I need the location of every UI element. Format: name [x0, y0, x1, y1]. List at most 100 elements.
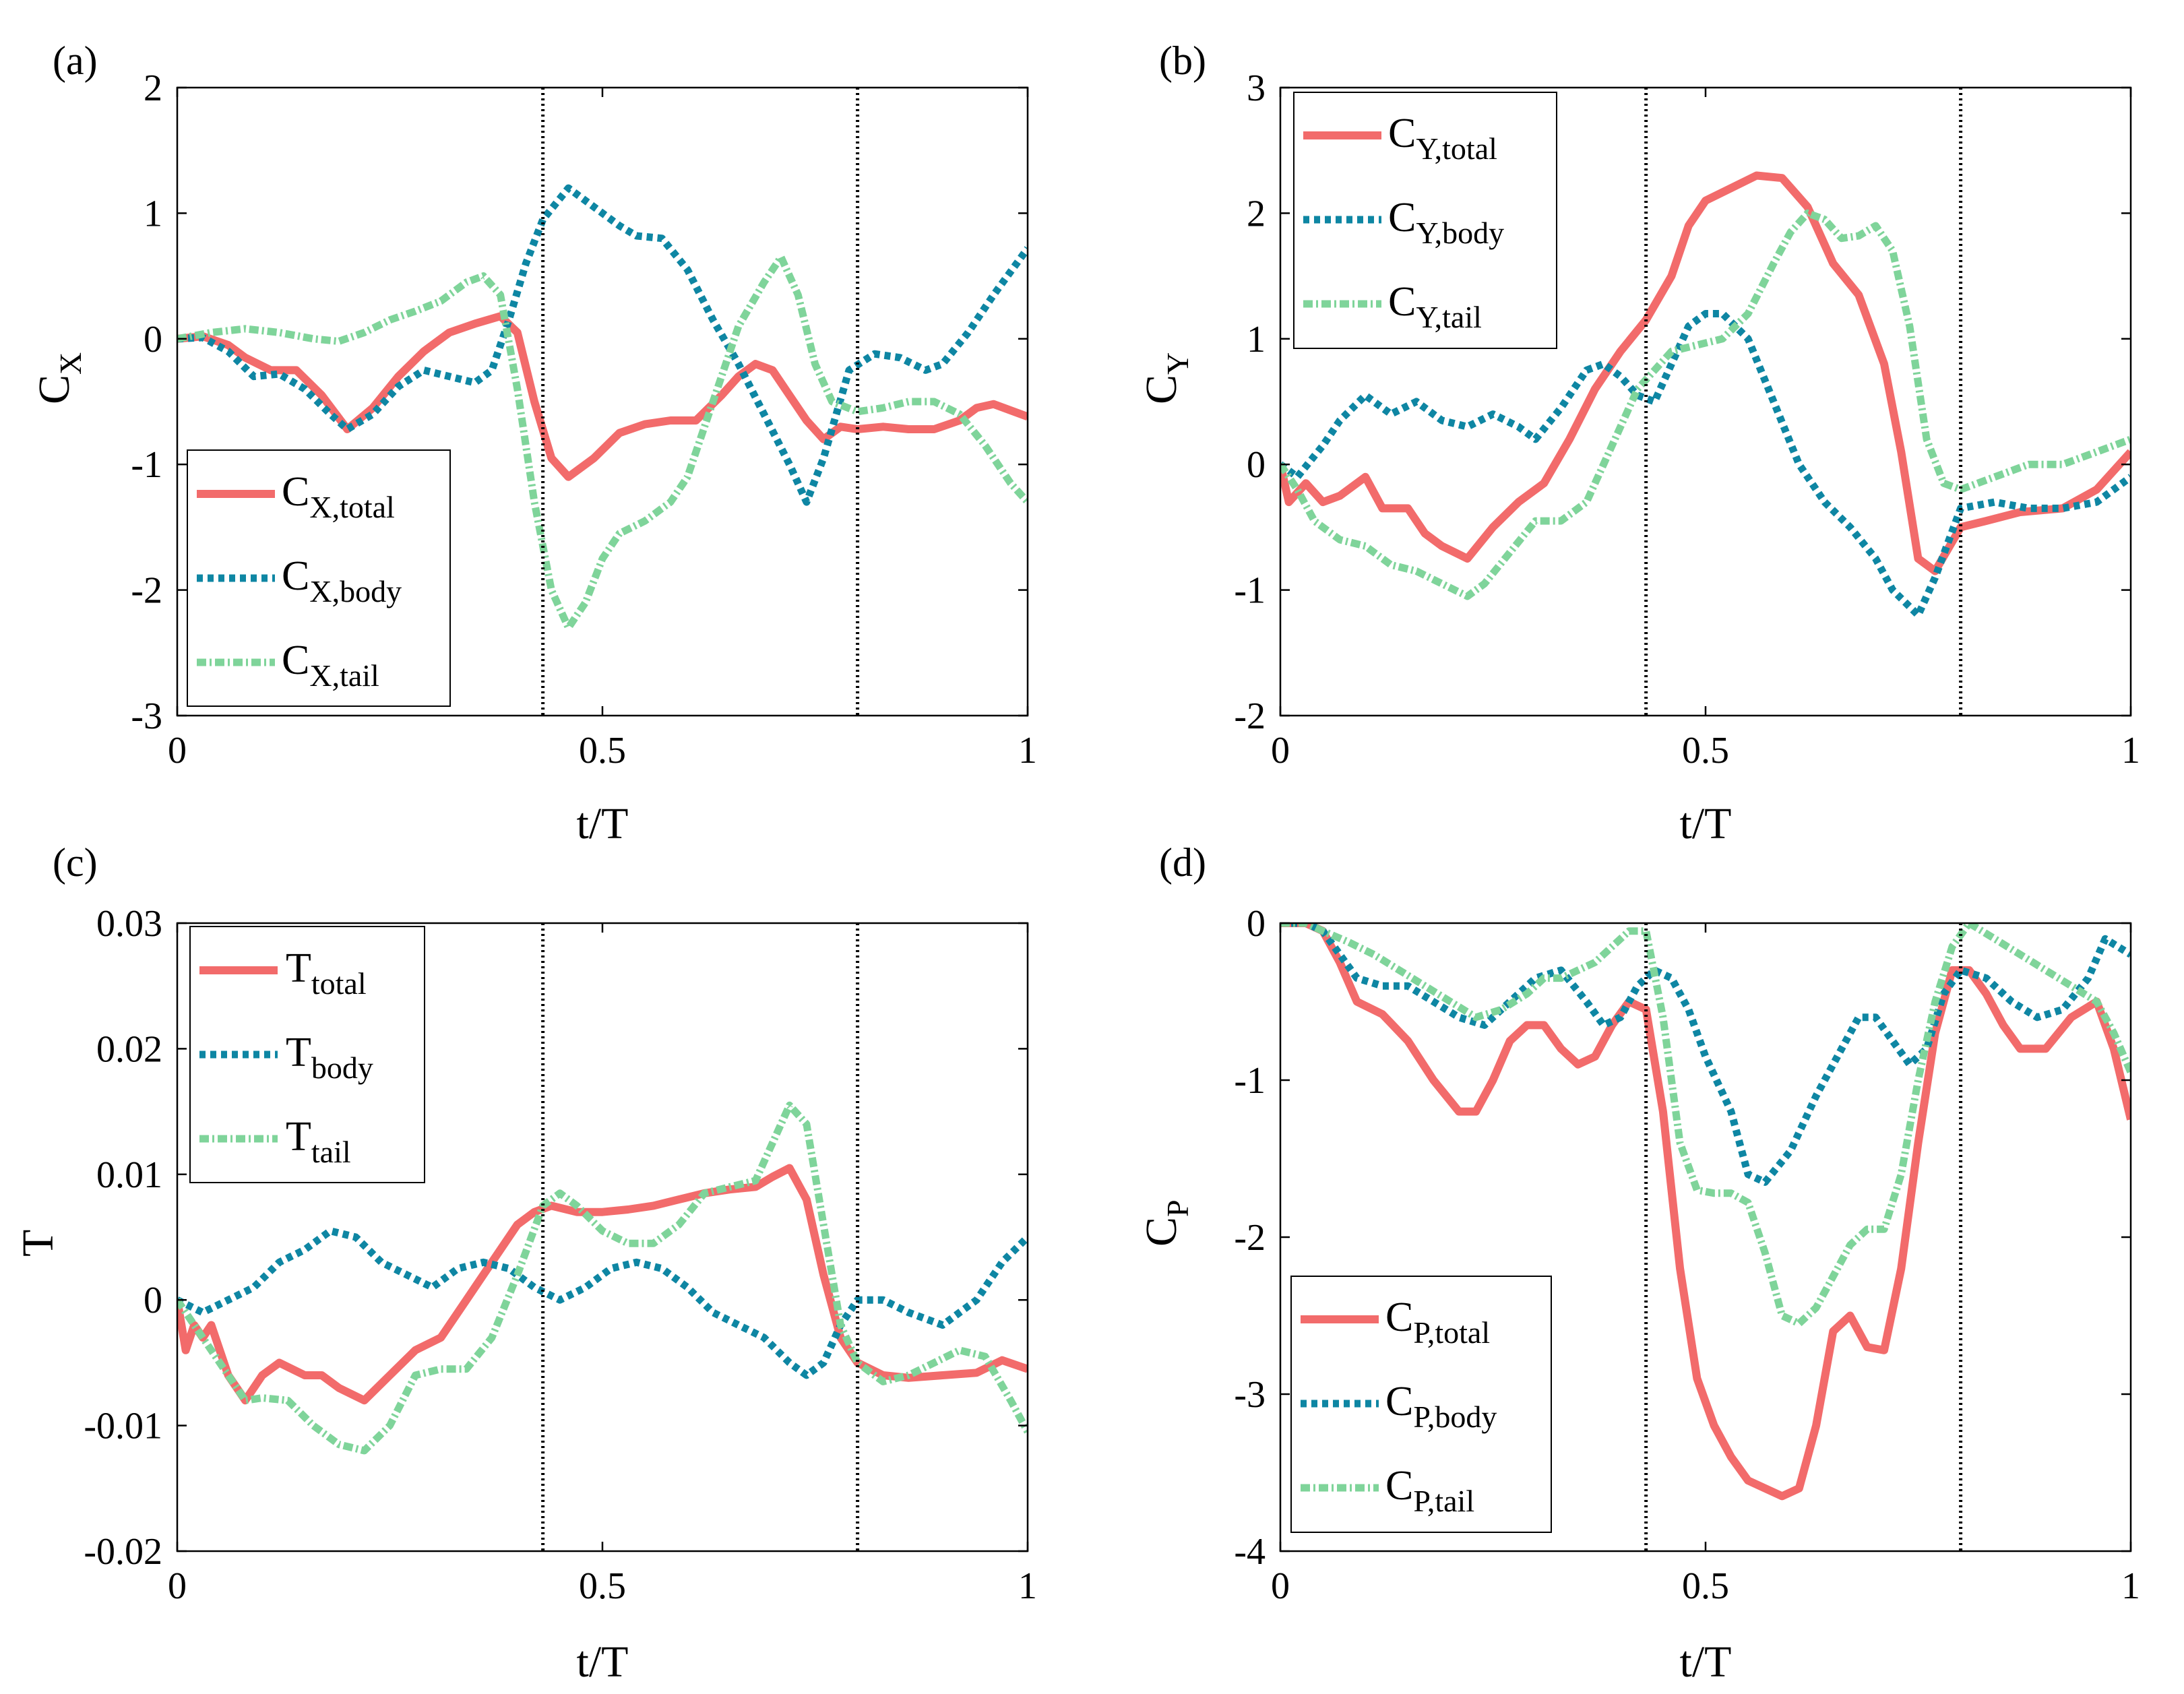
panel-c-legend-tail-sub: tail [311, 1135, 351, 1169]
panel-c-letter: (c) [53, 840, 98, 885]
panel-d-y-label-sub: P [1160, 1199, 1195, 1217]
panel-b-legend: CY,total CY,body CY,tail [1293, 92, 1557, 349]
panel-b-ytick-label: 0 [1247, 444, 1266, 486]
panel-d-ytick-label: -1 [1234, 1060, 1266, 1102]
svg-text:CY: CY [1137, 352, 1195, 404]
panel-a-ytick-label: 2 [144, 67, 162, 109]
panel-a-legend-total-sub: X,total [309, 490, 394, 524]
svg-text:T: T [13, 1230, 63, 1257]
panel-a-legend-body-main: C [282, 553, 309, 599]
panel-d-legend-tail-main: C [1385, 1463, 1413, 1509]
panel-b-legend-body-main: C [1388, 195, 1416, 241]
panel-d-ytick-label: -4 [1234, 1531, 1266, 1573]
panel-d-legend: CP,total CP,body CP,tail [1290, 1276, 1552, 1533]
panel-d-legend-body-sub: P,body [1413, 1400, 1497, 1434]
panel-c-ytick-label: 0.01 [96, 1154, 162, 1196]
panel-d-y-label-main: C [1137, 1217, 1186, 1247]
panel-b-y-label-main: C [1137, 375, 1186, 404]
panel-a-series-tail [177, 253, 1028, 631]
panel-c-legend-tail-main: T [286, 1114, 311, 1160]
svg-text:CY,tail: CY,tail [1388, 279, 1482, 334]
panel-a-y-label-main: C [30, 375, 79, 404]
panel-d-legend-tail-sub: P,tail [1413, 1484, 1474, 1518]
panel-b-ytick-label: 1 [1247, 319, 1266, 360]
panel-a-y-label: CX [30, 352, 88, 404]
panel-b-series-body [1280, 310, 2131, 619]
panel-b-ytick-label: 2 [1247, 193, 1266, 234]
panel-d-y-label: CP [1137, 1199, 1195, 1247]
panel-b-ytick-label: 3 [1247, 67, 1266, 109]
panel-c-y-label: T [13, 1230, 63, 1257]
panel-a-series-group [177, 184, 1028, 631]
panel-a-legend-total-main: C [282, 469, 309, 515]
panel-d-legend-body-main: C [1385, 1379, 1413, 1424]
panel-c-legend: Ttotal Tbody Ttail [189, 926, 425, 1183]
panel-c-legend-body-sub: body [311, 1050, 373, 1085]
panel-a-x-label: t/T [577, 799, 629, 848]
panel-c-legend-total-sub: total [311, 966, 367, 1001]
panel-b-legend-tail-sub: Y,tail [1416, 300, 1482, 334]
svg-text:CX: CX [30, 352, 88, 404]
svg-text:CP: CP [1137, 1199, 1195, 1247]
svg-text:CX,body: CX,body [282, 553, 402, 608]
panel-c-xtick-label: 1 [1018, 1565, 1037, 1607]
panel-c: (c) T t/T 0 0.5 1 -0.02 -0.01 0 0.01 0.02 0.03 T… [13, 840, 1037, 1687]
panel-a-ytick-label: 1 [144, 193, 162, 234]
panel-d-xtick-label: 1 [2121, 1565, 2140, 1607]
svg-text:CY,total: CY,total [1388, 111, 1497, 166]
panel-c-ytick-label: 0.02 [96, 1028, 162, 1070]
panel-d-ytick-label: 0 [1247, 903, 1266, 945]
panel-a-series-total [177, 312, 1028, 481]
panel-b-y-label: CY [1137, 352, 1195, 404]
panel-a-xtick-label: 0.5 [579, 730, 626, 772]
svg-text:CP,body: CP,body [1385, 1379, 1497, 1434]
panel-d-ytick-label: -2 [1234, 1217, 1266, 1259]
panel-a-xtick-label: 0 [168, 730, 187, 772]
panel-a-series-body [177, 184, 1028, 506]
panel-c-series-tail [177, 1101, 1028, 1455]
panel-b-letter: (b) [1159, 38, 1206, 83]
panel-c-series-group [177, 1101, 1028, 1455]
svg-text:CY,body: CY,body [1388, 195, 1504, 250]
panel-a-ytick-label: -1 [131, 444, 162, 486]
svg-text:CP,tail: CP,tail [1385, 1463, 1474, 1518]
panel-a-legend-tail-main: C [282, 637, 309, 683]
panel-d-series-body [1280, 923, 2131, 1186]
panel-b-legend-total-sub: Y,total [1416, 131, 1497, 166]
panel-d-xtick-label: 0.5 [1682, 1565, 1729, 1607]
panel-d-series-tail [1280, 923, 2131, 1327]
svg-text:Tbody: Tbody [286, 1030, 373, 1085]
panel-d-x-label: t/T [1680, 1637, 1732, 1687]
panel-a-letter: (a) [53, 38, 98, 83]
svg-text:CX,tail: CX,tail [282, 637, 379, 693]
panel-d-legend-total-main: C [1385, 1294, 1413, 1340]
panel-c-xtick-label: 0.5 [579, 1565, 626, 1607]
panel-a-ytick-label: -3 [131, 695, 162, 737]
panel-b-legend-tail-main: C [1388, 279, 1416, 325]
panel-c-ytick-label: 0.03 [96, 903, 162, 945]
svg-text:CP,total: CP,total [1385, 1294, 1490, 1350]
panel-b-xtick-label: 1 [2121, 730, 2140, 772]
panel-b-ytick-label: -1 [1234, 570, 1266, 612]
panel-c-ytick-label: -0.02 [84, 1531, 162, 1573]
panel-a-xtick-label: 1 [1018, 730, 1037, 772]
panel-c-ytick-label: 0 [144, 1280, 162, 1321]
panel-b-legend-body-sub: Y,body [1416, 216, 1504, 250]
panel-a-ytick-label: 0 [144, 319, 162, 360]
panel-b-ytick-label: -2 [1234, 695, 1266, 737]
panel-a-legend-tail-sub: X,tail [309, 658, 379, 693]
panel-a-legend-body-sub: X,body [309, 574, 402, 608]
panel-b-legend-total-main: C [1388, 111, 1416, 156]
svg-text:Ttotal: Ttotal [286, 945, 367, 1001]
panel-c-ytick-label: -0.01 [84, 1406, 162, 1447]
panel-b-xtick-label: 0.5 [1682, 730, 1729, 772]
panel-c-x-label: t/T [577, 1637, 629, 1687]
svg-text:Ttail: Ttail [286, 1114, 351, 1169]
panel-c-y-label-main: T [13, 1230, 63, 1257]
panel-b-x-label: t/T [1680, 799, 1732, 848]
panel-c-legend-total-main: T [286, 945, 311, 991]
panel-a-legend: CX,total CX,body CX,tail [187, 449, 451, 707]
panel-d-series-group [1280, 923, 2131, 1501]
